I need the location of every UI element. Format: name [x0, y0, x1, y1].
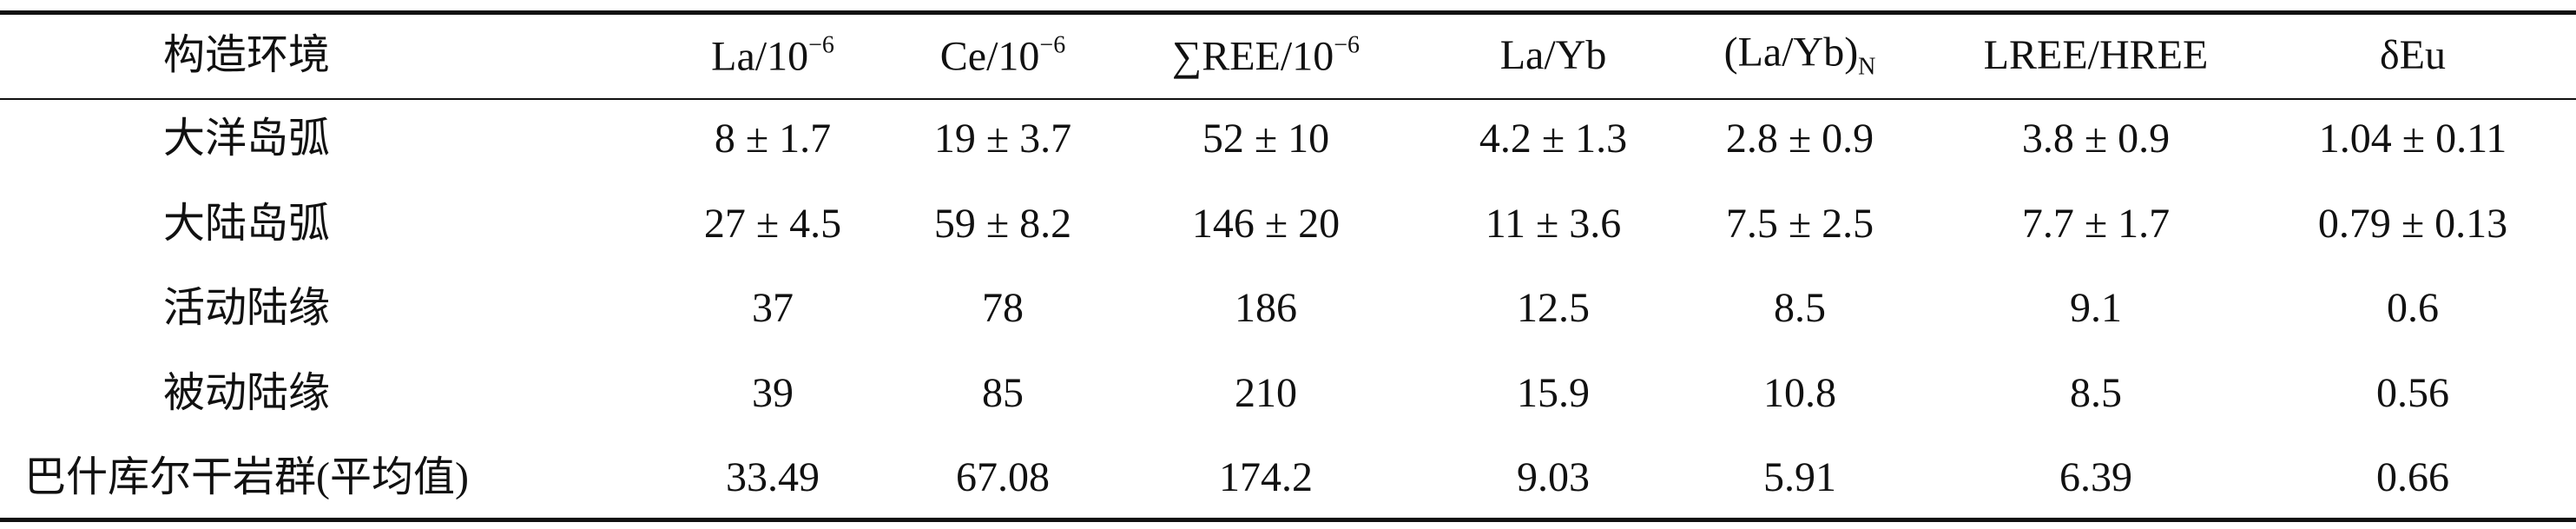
header-text: Ce/10	[939, 33, 1040, 80]
table-cell: 85	[982, 369, 1024, 416]
table-cell: 6.39	[2059, 454, 2132, 500]
table-cell: 8.5	[1774, 285, 1826, 331]
table-cell: 33.49	[726, 454, 820, 500]
table-cell: 3.8 ± 0.9	[2021, 116, 2171, 162]
table-cell: 9.1	[2070, 285, 2122, 331]
table-cell: 186	[1235, 285, 1297, 331]
header-cell: ∑REE/10−6	[1171, 31, 1360, 80]
header-cell: LREE/HREE	[1984, 35, 2209, 76]
header-superscript: −6	[1334, 31, 1360, 59]
table-cell: 27 ± 4.5	[703, 200, 842, 247]
row-label: 大陆岛弧	[162, 200, 331, 247]
row-label: 活动陆缘	[162, 285, 331, 331]
header-superscript: −6	[808, 31, 834, 59]
table-cell: 8.5	[2070, 369, 2122, 416]
header-rule	[0, 98, 2576, 100]
table-cell: 19 ± 3.7	[933, 116, 1072, 162]
header-text: δEu	[2380, 32, 2446, 78]
row-label: 巴什库尔干岩群(平均值)	[24, 454, 469, 500]
table-cell: 78	[982, 285, 1024, 331]
header-text: ∑REE/10	[1171, 33, 1334, 80]
table-cell: 0.6	[2387, 285, 2439, 331]
row-label: 被动陆缘	[162, 369, 331, 416]
header-cell: 构造环境	[163, 35, 330, 76]
table-cell: 4.2 ± 1.3	[1479, 116, 1628, 162]
table-cell: 174.2	[1219, 454, 1313, 500]
table-cell: 12.5	[1517, 285, 1590, 331]
header-text: La/Yb	[1499, 32, 1607, 78]
header-text: 构造环境	[162, 32, 331, 78]
header-text: (La/Yb)	[1723, 29, 1859, 76]
table-cell: 5.91	[1763, 454, 1836, 500]
table-cell: 0.79 ± 0.13	[2317, 200, 2508, 247]
table-cell: 59 ± 8.2	[933, 200, 1072, 247]
header-cell: δEu	[2380, 35, 2446, 76]
table-cell: 0.66	[2376, 454, 2449, 500]
table-cell: 210	[1235, 369, 1297, 416]
table-cell: 7.7 ± 1.7	[2021, 200, 2171, 247]
top-rule	[0, 10, 2576, 15]
table-cell: 7.5 ± 2.5	[1725, 200, 1874, 247]
table-cell: 8 ± 1.7	[714, 116, 832, 162]
table-cell: 67.08	[956, 454, 1050, 500]
table-cell: 1.04 ± 0.11	[2318, 116, 2507, 162]
header-text: LREE/HREE	[1983, 32, 2209, 78]
table-cell: 11 ± 3.6	[1485, 200, 1622, 247]
header-text: La/10	[711, 33, 809, 80]
table-cell: 0.56	[2376, 369, 2449, 416]
table-cell: 15.9	[1517, 369, 1590, 416]
table-cell: 2.8 ± 0.9	[1725, 116, 1874, 162]
table-cell: 39	[752, 369, 794, 416]
header-cell: La/Yb	[1500, 35, 1607, 76]
header-cell: La/10−6	[711, 31, 834, 80]
header-subscript: N	[1858, 53, 1876, 81]
row-label: 大洋岛弧	[162, 116, 331, 162]
bottom-rule	[0, 518, 2576, 522]
header-cell: Ce/10−6	[939, 31, 1066, 80]
table-cell: 146 ± 20	[1191, 200, 1341, 247]
table-cell: 52 ± 10	[1202, 116, 1330, 162]
header-superscript: −6	[1039, 31, 1066, 59]
table-cell: 10.8	[1763, 369, 1836, 416]
table-cell: 9.03	[1517, 454, 1590, 500]
header-cell: (La/Yb)N	[1723, 29, 1876, 81]
table-cell: 37	[752, 285, 794, 331]
